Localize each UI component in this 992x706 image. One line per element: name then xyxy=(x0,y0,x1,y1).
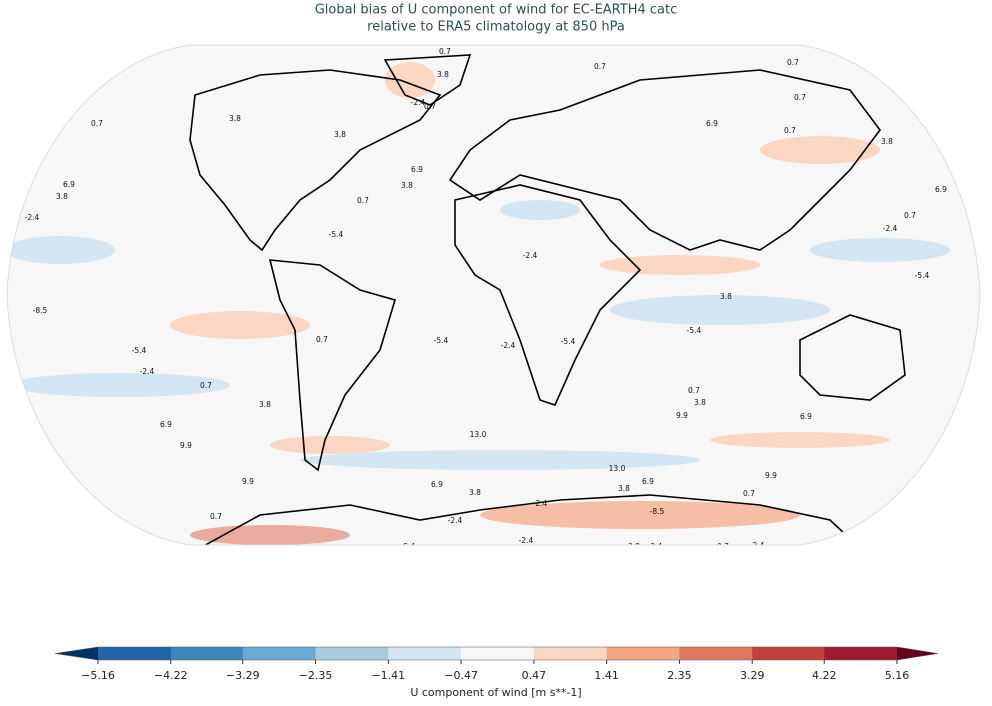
contour-label: 0.7 xyxy=(717,542,729,551)
contour-label: 13.0 xyxy=(470,430,487,439)
colorbar-label: U component of wind [m s**-1] xyxy=(410,686,581,699)
colorbar-segment xyxy=(315,647,389,660)
contour-label: 3.8 xyxy=(618,484,630,493)
colorbar-segment xyxy=(242,647,317,660)
contour-label: -2.4 xyxy=(25,213,40,222)
contour-label: 0.7 xyxy=(91,119,103,128)
contour-label: -5.4 xyxy=(434,336,449,345)
colorbar-extend-high xyxy=(897,647,938,660)
contour-label: 3.8 xyxy=(334,130,346,139)
contour-label: -2.4 xyxy=(750,541,765,550)
contour-label: 3.8 xyxy=(720,292,732,301)
colorbar-segment xyxy=(606,647,680,660)
contour-label: -2.4 xyxy=(533,499,548,508)
contour-label: 0.7 xyxy=(424,102,436,111)
contour-label: 0.7 xyxy=(688,386,700,395)
contour-label: 9.9 xyxy=(765,471,777,480)
contour-label: 0.7 xyxy=(794,93,806,102)
contour-label: 3.8 xyxy=(56,192,68,201)
colorbar-tick-label: −4.22 xyxy=(154,669,188,682)
contour-label: 3.8 xyxy=(229,114,241,123)
contour-label: 0.7 xyxy=(357,196,369,205)
contour-label: 6.9 xyxy=(642,477,654,486)
contour-label: -5.4 xyxy=(561,337,576,346)
colorbar-segment xyxy=(170,647,244,660)
contour-label: -5.4 xyxy=(329,230,344,239)
contour-label: 6.9 xyxy=(160,420,172,429)
contour-label: 0.7 xyxy=(904,211,916,220)
map: 0.73.8-2.40.70.7 0.70.70.73.83.86.90.73.8… xyxy=(7,45,980,551)
colorbar: −5.16 −4.22 −3.29 −2.35 −1.41 −0.47 0.47 1.41 2.… xyxy=(54,646,939,682)
contour-label: 0.7 xyxy=(210,512,222,521)
contour-label: 9.9 xyxy=(242,477,254,486)
colorbar-tick-label: −3.29 xyxy=(226,669,260,682)
colorbar-segment xyxy=(461,647,535,660)
colorbar-segment xyxy=(388,647,462,660)
contour-label: -8.5 xyxy=(650,507,665,516)
coastlines xyxy=(189,54,906,545)
contour-label: 13.0 xyxy=(609,464,626,473)
colorbar-tick-label: −5.16 xyxy=(81,669,115,682)
contour-label: 9.9 xyxy=(676,411,688,420)
colorbar-tick-label: 0.47 xyxy=(522,669,547,682)
contour-label: 3.8 xyxy=(628,542,640,551)
colorbar-segment xyxy=(533,647,608,660)
contour-label: 0.7 xyxy=(743,489,755,498)
contour-label: -5.4 xyxy=(401,542,416,551)
contour-label: 3.8 xyxy=(259,400,271,409)
contour-label: -2.4 xyxy=(411,98,426,107)
contour-label: -2.4 xyxy=(883,224,898,233)
colorbar-tick-label: 5.16 xyxy=(885,669,910,682)
contour-label: 0.7 xyxy=(594,62,606,71)
title-line: relative to ERA5 climatology at 850 hPa xyxy=(367,20,625,35)
contour-label: -8.5 xyxy=(33,306,48,315)
contour-label: 3.8 xyxy=(437,70,449,79)
contour-label: -5.4 xyxy=(132,346,147,355)
ocean-background xyxy=(7,45,980,545)
contour-label: 6.9 xyxy=(431,480,443,489)
contour-label: 0.7 xyxy=(200,381,212,390)
contour-label: -2.4 xyxy=(648,542,663,551)
contour-label: 3.8 xyxy=(881,137,893,146)
map-border xyxy=(6,44,981,546)
colorbar-tick-label: 1.41 xyxy=(594,669,619,682)
contour-label: 0.7 xyxy=(784,126,796,135)
contour-label: 0.7 xyxy=(787,58,799,67)
title-line: Global bias of U component of wind for E… xyxy=(315,3,678,18)
colorbar-tick-label: 4.22 xyxy=(812,669,837,682)
contour-label: 9.9 xyxy=(180,441,192,450)
contour-label: 6.9 xyxy=(63,180,75,189)
contour-label: 6.9 xyxy=(411,165,423,174)
contour-label: 0.7 xyxy=(439,47,451,56)
contour-labels: 0.73.8-2.40.70.7 0.70.70.73.83.86.90.73.8… xyxy=(25,47,948,551)
colorbar-segment xyxy=(752,647,825,660)
colorbar-segment xyxy=(824,647,898,660)
colorbar-segment xyxy=(98,647,172,660)
colorbar-tick-label: 3.29 xyxy=(740,669,765,682)
contour-label: -2.4 xyxy=(519,536,534,545)
contour-label: 0.7 xyxy=(316,335,328,344)
contour-label: -2.4 xyxy=(523,251,538,260)
colorbar-tick-label: −1.41 xyxy=(371,669,405,682)
contour-label: 6.9 xyxy=(706,119,718,128)
contour-label: 6.9 xyxy=(935,185,947,194)
bias-patches xyxy=(7,62,950,545)
colorbar-segment xyxy=(679,647,753,660)
contour-label: -2.4 xyxy=(140,367,155,376)
contour-label: -2.4 xyxy=(448,516,463,525)
colorbar-tick-label: 2.35 xyxy=(667,669,692,682)
contour-label: 3.8 xyxy=(469,488,481,497)
contour-label: -2.4 xyxy=(501,341,516,350)
colorbar-tick-label: −2.35 xyxy=(299,669,333,682)
contour-label: -5.4 xyxy=(687,326,702,335)
contour-label: 6.9 xyxy=(800,412,812,421)
contour-label: -5.4 xyxy=(915,271,930,280)
contour-label: 3.8 xyxy=(401,181,413,190)
colorbar-tick-label: −0.47 xyxy=(444,669,478,682)
colorbar-extend-low xyxy=(55,647,98,660)
contour-label: 3.8 xyxy=(694,398,706,407)
